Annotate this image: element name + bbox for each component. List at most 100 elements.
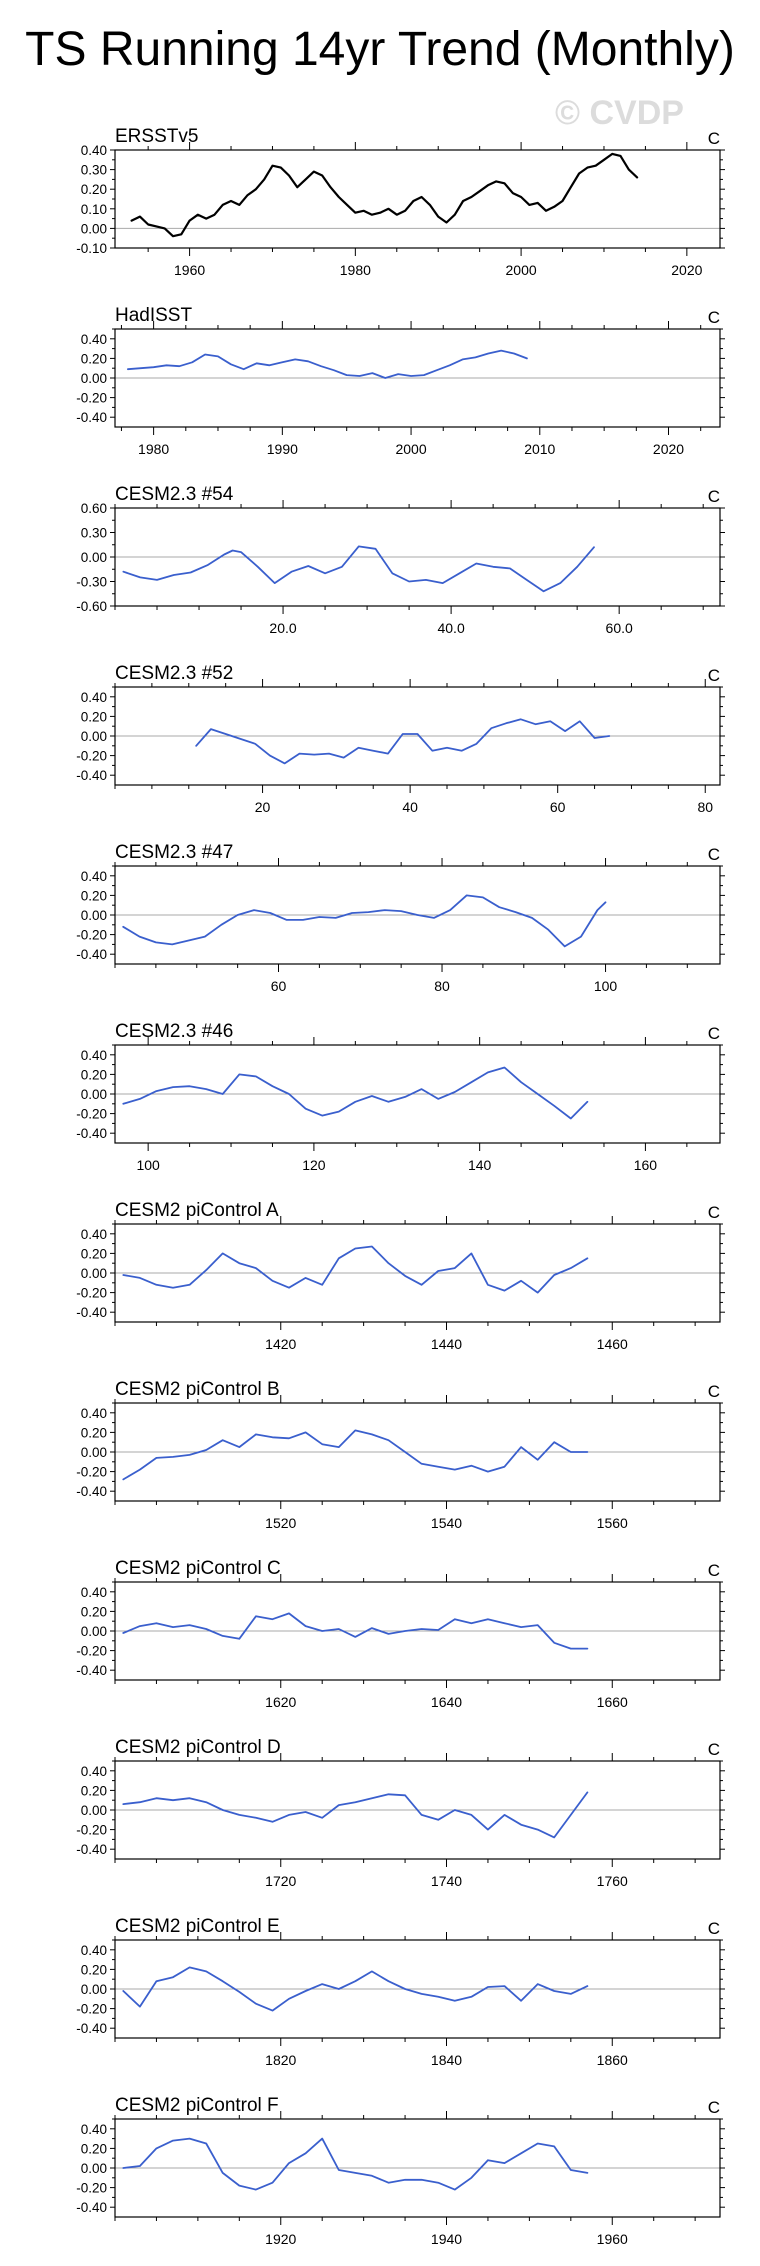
y-tick-label: -0.40 [76, 947, 107, 962]
series-line [130, 152, 639, 238]
series-line [122, 1612, 589, 1650]
y-tick-label: -0.40 [76, 1126, 107, 1141]
x-tick-label: 1420 [265, 1336, 296, 1352]
y-tick-label: -0.40 [76, 1484, 107, 1499]
y-tick-label: 0.40 [81, 143, 107, 158]
x-tick-label: 80 [697, 799, 713, 815]
y-tick-label: -0.20 [76, 2181, 107, 2196]
x-tick-label: 2020 [653, 441, 684, 457]
series-line [122, 1966, 589, 2012]
x-tick-label: 1980 [138, 441, 169, 457]
y-tick-label: -0.20 [76, 2002, 107, 2017]
chart-panel-5: CESM2.3 #47 C -0.40 -0.20 0.00 0.20 0.40 60 80 10… [76, 842, 725, 994]
y-tick-label: -0.20 [76, 1465, 107, 1480]
x-tick-label: 20 [255, 799, 271, 815]
chart-unit: C [708, 2098, 720, 2117]
series-line [122, 1066, 589, 1120]
y-tick-label: 0.00 [81, 1982, 107, 1997]
x-tick-label: 1660 [597, 1694, 628, 1710]
y-tick-label: -0.20 [76, 928, 107, 943]
x-tick-label: 100 [594, 978, 618, 994]
y-tick-label: -0.20 [76, 749, 107, 764]
watermark: © CVDP [555, 94, 684, 132]
y-tick-label: -0.10 [76, 241, 107, 256]
series-line [127, 349, 528, 379]
x-tick-label: 140 [468, 1157, 492, 1173]
chart-panel-4: CESM2.3 #52 C -0.40 -0.20 0.00 0.20 0.40 20 40 60… [76, 663, 725, 815]
x-tick-label: 1920 [265, 2231, 296, 2247]
y-tick-label: 0.30 [81, 163, 107, 178]
x-tick-label: 1640 [431, 1694, 462, 1710]
y-tick-label: 0.20 [81, 1962, 107, 1977]
x-tick-label: 1520 [265, 1515, 296, 1531]
y-tick-label: 0.10 [81, 202, 107, 217]
y-tick-label: 0.20 [81, 1246, 107, 1261]
y-tick-label: -0.20 [76, 1823, 107, 1838]
chart-title: CESM2.3 #52 [115, 663, 233, 684]
y-tick-label: -0.20 [76, 1644, 107, 1659]
series-line [122, 1791, 589, 1839]
x-tick-label: 1860 [597, 2052, 628, 2068]
x-tick-label: 40.0 [437, 620, 464, 636]
chart-title: CESM2 piControl A [115, 1200, 279, 1221]
y-tick-label: 0.00 [81, 371, 107, 386]
chart-panel-10: CESM2 piControl D C -0.40 -0.20 0.00 0.20 0.40… [76, 1737, 725, 1889]
y-tick-label: 0.20 [81, 1067, 107, 1082]
y-tick-label: 0.40 [81, 1227, 107, 1242]
x-tick-label: 1990 [267, 441, 298, 457]
series-line [122, 1245, 589, 1294]
x-tick-label: 80 [434, 978, 450, 994]
y-tick-label: 0.20 [81, 709, 107, 724]
x-tick-label: 1620 [265, 1694, 296, 1710]
chart-panel-12: CESM2 piControl F C -0.40 -0.20 0.00 0.20 0.40… [76, 2095, 725, 2247]
y-tick-label: 0.40 [81, 1943, 107, 1958]
x-tick-label: 160 [634, 1157, 658, 1173]
x-tick-label: 1440 [431, 1336, 462, 1352]
chart-unit: C [708, 666, 720, 685]
series-line [122, 1429, 589, 1481]
chart-title: CESM2.3 #54 [115, 484, 234, 505]
chart-unit: C [708, 1919, 720, 1938]
chart-unit: C [708, 1024, 720, 1043]
chart-unit: C [708, 487, 720, 506]
x-tick-label: 120 [302, 1157, 326, 1173]
chart-unit: C [708, 845, 720, 864]
x-tick-label: 2000 [395, 441, 426, 457]
chart-panel-2: HadISST C -0.40 -0.20 0.00 0.20 0.40 1980 1990 20… [76, 305, 725, 457]
y-tick-label: -0.20 [76, 1107, 107, 1122]
y-tick-label: 0.40 [81, 1764, 107, 1779]
x-tick-label: 1720 [265, 1873, 296, 1889]
y-tick-label: -0.40 [76, 1842, 107, 1857]
y-tick-label: -0.40 [76, 1305, 107, 1320]
chart-title: HadISST [115, 305, 192, 326]
y-tick-label: -0.30 [76, 575, 107, 590]
chart-unit: C [708, 129, 720, 148]
y-tick-label: 0.40 [81, 1048, 107, 1063]
y-tick-label: -0.40 [76, 768, 107, 783]
y-tick-label: 0.40 [81, 332, 107, 347]
x-tick-label: 1460 [597, 1336, 628, 1352]
y-tick-label: 0.40 [81, 690, 107, 705]
x-tick-label: 20.0 [269, 620, 296, 636]
x-tick-label: 40 [402, 799, 418, 815]
y-tick-label: 0.00 [81, 1266, 107, 1281]
y-tick-label: 0.00 [81, 1624, 107, 1639]
x-tick-label: 1960 [597, 2231, 628, 2247]
chart-title: CESM2.3 #46 [115, 1021, 233, 1042]
x-tick-label: 2020 [671, 262, 702, 278]
y-tick-label: 0.00 [81, 1445, 107, 1460]
x-tick-label: 1560 [597, 1515, 628, 1531]
x-tick-label: 1540 [431, 1515, 462, 1531]
chart-panel-6: CESM2.3 #46 C -0.40 -0.20 0.00 0.20 0.40 100 120… [76, 1021, 725, 1173]
chart-unit: C [708, 1561, 720, 1580]
x-tick-label: 1820 [265, 2052, 296, 2068]
x-tick-label: 60 [550, 799, 566, 815]
y-tick-label: 0.00 [81, 1087, 107, 1102]
chart-panel-11: CESM2 piControl E C -0.40 -0.20 0.00 0.20 0.40… [76, 1916, 725, 2068]
chart-title: CESM2 piControl F [115, 2095, 279, 2116]
y-tick-label: 0.20 [81, 182, 107, 197]
chart-title: CESM2 piControl C [115, 1558, 281, 1579]
y-tick-label: 0.20 [81, 351, 107, 366]
chart-title: CESM2 piControl D [115, 1737, 281, 1758]
chart-unit: C [708, 1382, 720, 1401]
